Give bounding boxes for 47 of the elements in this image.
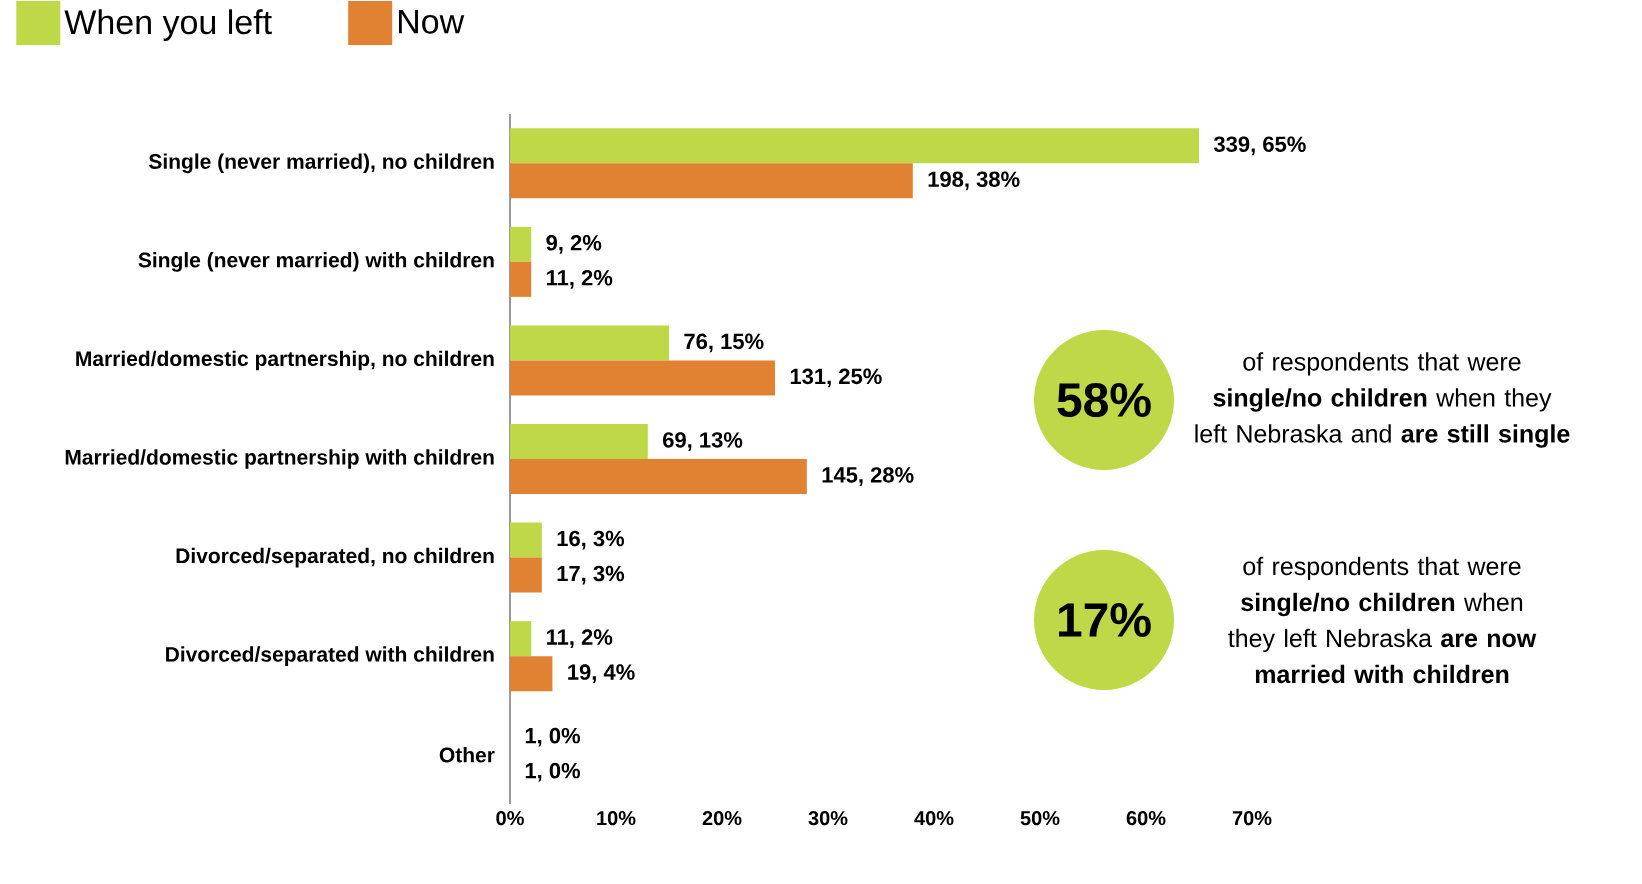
legend-label: When you left [64,9,272,41]
data-label: 1, 0% [525,727,581,747]
bar [510,261,532,297]
x-tick-label: 0% [496,811,524,826]
x-tick-label: 60% [1126,811,1166,826]
data-label: 11, 2% [546,270,613,289]
annotation: 17% [1058,603,1151,637]
y-tick-label: Divorced/separated with children [166,646,494,666]
y-tick-label: Married/domestic partnership with children [65,449,494,469]
data-label: 9, 2% [546,235,602,254]
data-label: 339, 65% [1213,136,1306,156]
data-label: 131, 25% [790,368,882,388]
data-label: 69, 13% [663,432,743,451]
annotation: 58% [1057,383,1151,417]
x-tick-label: 70% [1232,811,1272,826]
bar [510,522,542,558]
x-tick-label: 30% [808,811,848,826]
data-label: 1, 0% [525,762,581,782]
bar [510,656,553,692]
y-tick-label: Married/domestic partnership, no children [76,350,494,371]
data-label: 145, 28% [822,467,914,486]
y-tick-label: Single (never married) with children [138,252,494,272]
data-label: 76, 15% [684,333,764,353]
x-tick-label: 50% [1020,811,1060,826]
bar [510,325,669,361]
x-tick-label: 40% [914,811,954,826]
legend-label: Now [398,9,465,34]
x-tick-label: 10% [597,811,636,826]
y-tick-label: Single (never married), no children [148,153,494,174]
y-tick-label: Other [439,747,495,763]
bar [510,557,542,593]
data-label: 16, 3% [557,530,625,550]
data-label: 198, 38% [928,171,1020,191]
data-label: 17, 3% [557,565,625,585]
text: of respondents that were single/no children when they left Nebraska are now married with children [1228,556,1537,684]
bar [510,621,532,657]
x-tick-label: 20% [702,811,742,826]
bar [510,360,776,396]
bar [510,459,807,495]
bar [510,226,532,262]
bar [510,128,1199,164]
data-label: 11, 2% [546,629,613,649]
y-tick-label: Divorced/separated, no children [176,547,494,568]
bar [510,163,913,199]
data-label: 19, 4% [568,664,635,684]
text: of respondents that were single/no children when they left Nebraska and are still single [1195,352,1570,448]
bar [510,424,648,460]
